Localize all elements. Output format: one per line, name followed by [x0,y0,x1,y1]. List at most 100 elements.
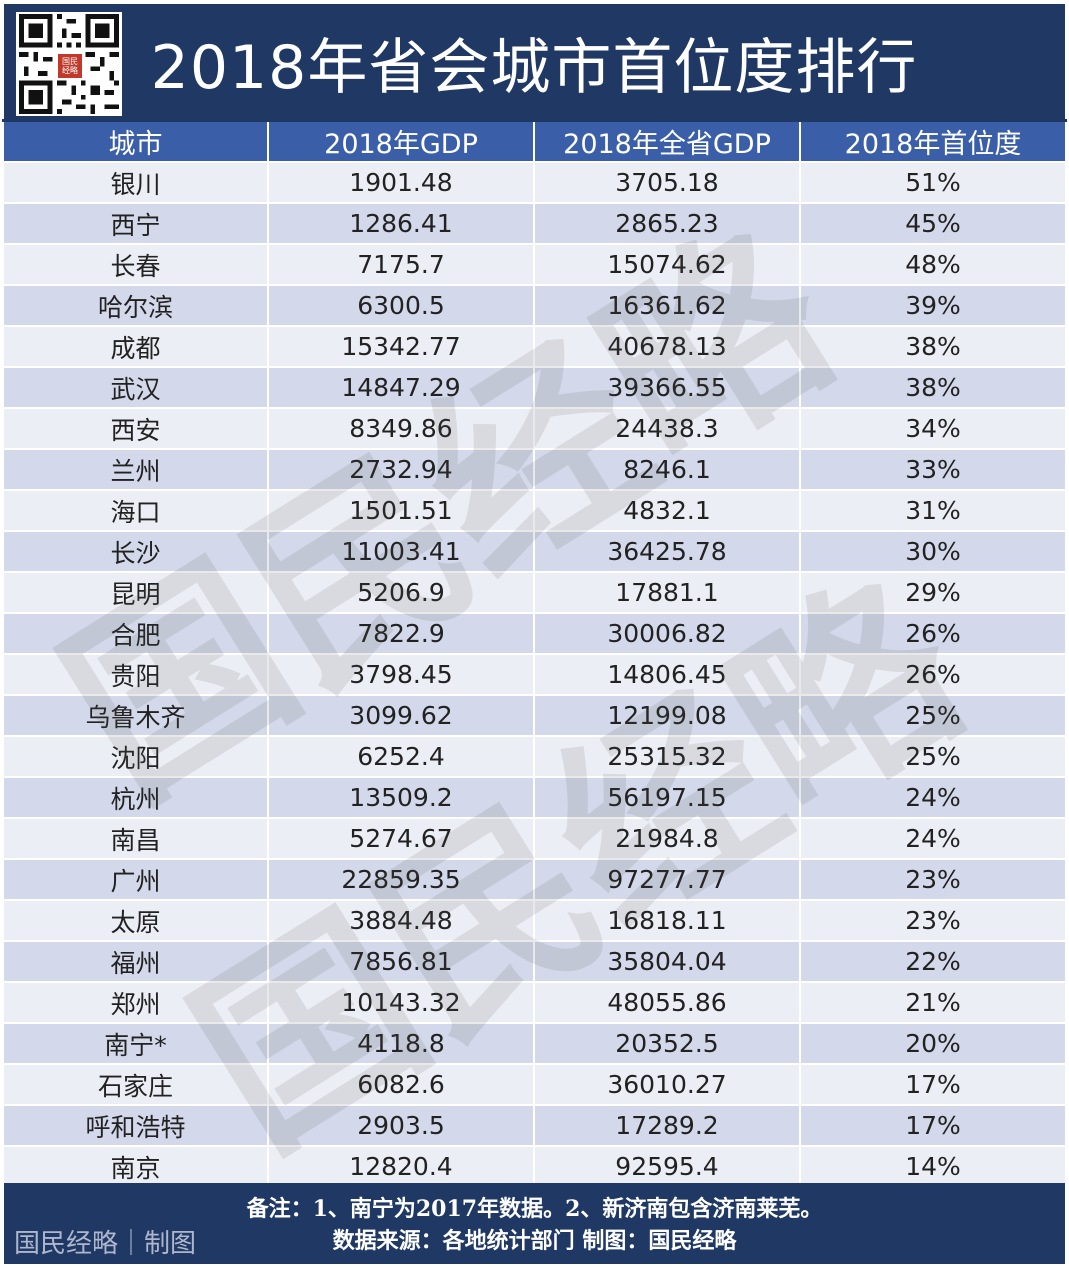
cell-gdp: 6252.4 [267,735,535,778]
page-title: 2018年省会城市首位度排行 [150,32,918,103]
cell-province-gdp: 36425.78 [533,530,801,573]
footer-source: 数据来源：各地统计部门 制图：国民经略 [332,1228,737,1254]
cell-province-gdp: 16361.62 [533,284,801,327]
column-header-gdp: 2018年GDP [267,119,535,162]
table-row: 南昌 5274.67 21984.8 24% [2,817,1067,860]
qr-code-icon[interactable]: 国民 经略 [16,12,122,116]
cell-province-gdp: 2865.23 [533,202,801,245]
cell-city: 兰州 [2,448,269,491]
table-row: 呼和浩特 2903.5 17289.2 17% [2,1104,1067,1147]
cell-city: 福州 [2,940,269,983]
cell-gdp: 2732.94 [267,448,535,491]
table-row: 成都 15342.77 40678.13 38% [2,325,1067,368]
table-header-row: 城市 2018年GDP 2018年全省GDP 2018年首位度 [2,119,1067,162]
table-row: 武汉 14847.29 39366.55 38% [2,366,1067,409]
cell-province-gdp: 16818.11 [533,899,801,942]
qr-seal-logo: 国民 经略 [56,52,84,80]
cell-city: 长沙 [2,530,269,573]
table-row: 杭州 13509.2 56197.15 24% [2,776,1067,819]
cell-gdp: 12820.4 [267,1145,535,1188]
cell-province-gdp: 30006.82 [533,612,801,655]
cell-province-gdp: 97277.77 [533,858,801,901]
cell-city: 长春 [2,243,269,286]
table-row: 昆明 5206.9 17881.1 29% [2,571,1067,614]
footer-note: 备注：1、南宁为2017年数据。2、新济南包含济南莱芜。 [246,1196,823,1222]
cell-province-gdp: 4832.1 [533,489,801,532]
table-row: 沈阳 6252.4 25315.32 25% [2,735,1067,778]
cell-primacy: 29% [799,571,1067,614]
column-header-city: 城市 [2,119,269,162]
cell-gdp: 1501.51 [267,489,535,532]
cell-city: 郑州 [2,981,269,1024]
cell-primacy: 38% [799,325,1067,368]
cell-primacy: 51% [799,161,1067,204]
cell-province-gdp: 17881.1 [533,571,801,614]
cell-primacy: 33% [799,448,1067,491]
cell-gdp: 7822.9 [267,612,535,655]
cell-gdp: 22859.35 [267,858,535,901]
cell-province-gdp: 48055.86 [533,981,801,1024]
table-row: 福州 7856.81 35804.04 22% [2,940,1067,983]
cell-province-gdp: 36010.27 [533,1063,801,1106]
cell-province-gdp: 35804.04 [533,940,801,983]
cell-primacy: 22% [799,940,1067,983]
header-banner: 国民 经略 2018年省会城市首位度排行 [4,4,1065,120]
cell-city: 南昌 [2,817,269,860]
cell-city: 西安 [2,407,269,450]
cell-primacy: 17% [799,1104,1067,1147]
cell-city: 合肥 [2,612,269,655]
cell-province-gdp: 25315.32 [533,735,801,778]
table-row: 广州 22859.35 97277.77 23% [2,858,1067,901]
table-row: 西宁 1286.41 2865.23 45% [2,202,1067,245]
cell-primacy: 26% [799,653,1067,696]
cell-province-gdp: 12199.08 [533,694,801,737]
cell-city: 呼和浩特 [2,1104,269,1147]
cell-province-gdp: 24438.3 [533,407,801,450]
cell-city: 乌鲁木齐 [2,694,269,737]
cell-gdp: 15342.77 [267,325,535,368]
table-row: 长沙 11003.41 36425.78 30% [2,530,1067,573]
cell-city: 沈阳 [2,735,269,778]
cell-gdp: 1286.41 [267,202,535,245]
ranking-table: 城市 2018年GDP 2018年全省GDP 2018年首位度 银川 1901.4… [2,119,1067,1232]
cell-primacy: 30% [799,530,1067,573]
column-header-primacy: 2018年首位度 [799,119,1067,162]
cell-city: 银川 [2,161,269,204]
cell-gdp: 8349.86 [267,407,535,450]
cell-primacy: 24% [799,817,1067,860]
cell-city: 西宁 [2,202,269,245]
cell-city: 石家庄 [2,1063,269,1106]
cell-gdp: 11003.41 [267,530,535,573]
cell-primacy: 31% [799,489,1067,532]
cell-city: 成都 [2,325,269,368]
cell-city: 昆明 [2,571,269,614]
cell-province-gdp: 39366.55 [533,366,801,409]
cell-gdp: 5206.9 [267,571,535,614]
footer-banner: 备注：1、南宁为2017年数据。2、新济南包含济南莱芜。 数据来源：各地统计部门… [4,1183,1065,1264]
cell-city: 杭州 [2,776,269,819]
cell-province-gdp: 92595.4 [533,1145,801,1188]
cell-gdp: 3884.48 [267,899,535,942]
cell-province-gdp: 17289.2 [533,1104,801,1147]
cell-gdp: 7175.7 [267,243,535,286]
cell-province-gdp: 15074.62 [533,243,801,286]
cell-primacy: 25% [799,694,1067,737]
cell-gdp: 1901.48 [267,161,535,204]
cell-gdp: 13509.2 [267,776,535,819]
table-row: 南京 12820.4 92595.4 14% [2,1145,1067,1188]
table-row: 兰州 2732.94 8246.1 33% [2,448,1067,491]
cell-primacy: 25% [799,735,1067,778]
cell-primacy: 21% [799,981,1067,1024]
cell-gdp: 4118.8 [267,1022,535,1065]
cell-gdp: 5274.67 [267,817,535,860]
cell-primacy: 20% [799,1022,1067,1065]
cell-primacy: 34% [799,407,1067,450]
cell-primacy: 38% [799,366,1067,409]
cell-gdp: 6082.6 [267,1063,535,1106]
cell-primacy: 23% [799,899,1067,942]
cell-gdp: 7856.81 [267,940,535,983]
table-row: 贵阳 3798.45 14806.45 26% [2,653,1067,696]
table-row: 合肥 7822.9 30006.82 26% [2,612,1067,655]
cell-gdp: 2903.5 [267,1104,535,1147]
cell-city: 广州 [2,858,269,901]
